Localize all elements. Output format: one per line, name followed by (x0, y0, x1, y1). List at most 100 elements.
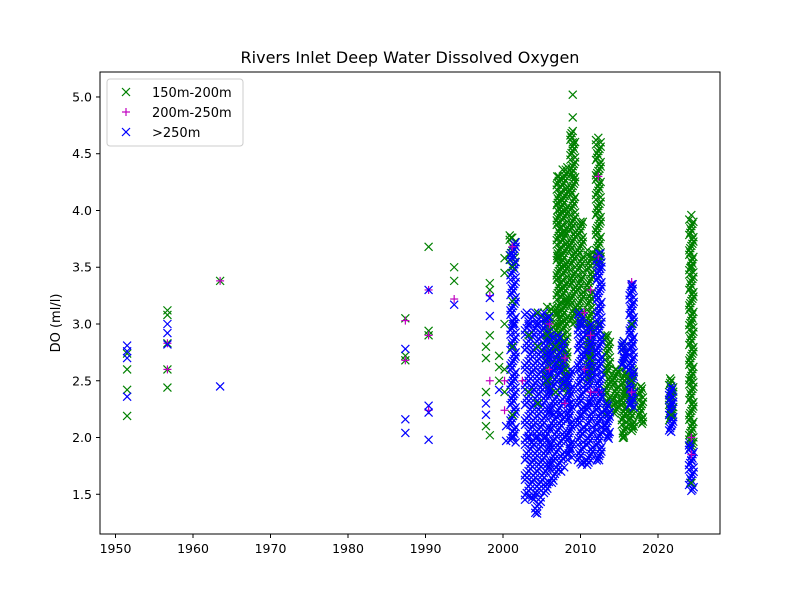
data-point-marker (507, 233, 517, 243)
y-tick-label: 2.0 (72, 430, 92, 445)
cluster-point-marker (563, 435, 573, 445)
cluster-point-marker (529, 440, 538, 450)
cluster-point-marker (506, 306, 515, 315)
cluster-point-marker (619, 411, 629, 421)
cluster-point-marker (511, 332, 521, 342)
data-point-marker (533, 399, 543, 408)
cluster-point-marker (685, 443, 695, 453)
data-point-marker (524, 319, 533, 329)
cluster-point-marker (529, 495, 538, 505)
cluster-point-marker (685, 283, 695, 293)
cluster-point-marker (506, 361, 515, 370)
legend-marker (121, 127, 131, 137)
cluster-point-marker (684, 355, 694, 365)
cluster-point-marker (529, 385, 538, 395)
cluster-point-marker (629, 352, 639, 362)
data-point-marker (481, 387, 491, 397)
y-tick-label: 3.5 (72, 260, 92, 275)
cluster-point-marker (563, 375, 573, 385)
cluster-point-marker (629, 422, 639, 432)
cluster-point-marker (684, 230, 694, 240)
data-point-marker (627, 376, 637, 386)
data-point-marker (508, 319, 518, 329)
data-point-marker (507, 410, 517, 420)
cluster-point-marker (617, 380, 627, 390)
data-point-marker (424, 401, 434, 411)
cluster-point-marker (558, 165, 568, 174)
data-point-marker (576, 217, 585, 227)
cluster-point-marker (568, 201, 578, 211)
data-point-marker (424, 242, 434, 252)
cluster-point-marker (558, 305, 568, 315)
data-point-marker (619, 342, 629, 352)
cluster-point-marker (687, 349, 697, 359)
cluster-point-marker (664, 390, 674, 400)
data-point-marker (548, 455, 558, 465)
cluster-point-marker (592, 228, 602, 237)
cluster-point-marker (687, 314, 697, 323)
data-point-marker (163, 305, 172, 315)
cluster-point-marker (596, 197, 606, 207)
cluster-point-marker (508, 286, 518, 296)
cluster-point-marker (566, 245, 575, 255)
x-tick-label: 1980 (332, 541, 364, 556)
cluster-point-marker (685, 478, 695, 488)
cluster-point-marker (687, 404, 697, 414)
cluster-point-marker (628, 319, 638, 329)
cluster-point-marker (684, 465, 694, 475)
cluster-point-marker (558, 235, 568, 245)
cluster-point-marker (573, 325, 583, 335)
data-point-marker (586, 388, 595, 397)
cluster-point-marker (594, 361, 604, 371)
cluster-point-marker (570, 177, 580, 187)
data-point-marker (552, 251, 562, 261)
cluster-point-marker (567, 452, 577, 462)
data-point-marker (561, 354, 569, 363)
data-point-marker (524, 376, 533, 386)
legend-entry-label: >250m (152, 126, 200, 141)
data-point-marker (449, 300, 459, 310)
cluster-point-marker (687, 424, 697, 433)
data-point-marker (594, 262, 604, 272)
data-point-marker (500, 364, 509, 374)
data-point-marker (542, 330, 552, 340)
cluster-point-marker (684, 320, 694, 330)
series->250m (122, 249, 696, 518)
data-point-marker (686, 262, 696, 272)
cluster-point-marker (597, 282, 606, 292)
data-point-marker (568, 90, 578, 100)
data-point-marker (500, 268, 509, 278)
cluster-point-marker (595, 359, 605, 369)
cluster-point-marker (626, 363, 636, 373)
cluster-point-marker (604, 429, 614, 439)
data-point-marker (619, 387, 629, 397)
data-point-marker (551, 342, 561, 352)
cluster-point-marker (685, 228, 695, 238)
cluster-point-marker (625, 295, 635, 305)
cluster-point-marker (583, 250, 592, 260)
cluster-point-marker (562, 332, 572, 342)
data-point-marker (481, 421, 491, 431)
cluster-point-marker (582, 455, 592, 465)
data-point-marker (481, 353, 491, 363)
legend: 150m-200m 200m-250m >250m (106, 78, 244, 147)
data-point-marker (594, 455, 604, 465)
cluster-point-marker (685, 248, 695, 257)
y-tick-label: 2.5 (72, 373, 92, 388)
cluster-point-marker (565, 391, 575, 401)
cluster-point-marker (566, 424, 576, 434)
cluster-point-marker (591, 155, 601, 165)
cluster-point-marker (574, 228, 584, 238)
cluster-point-marker (602, 423, 612, 433)
data-point-marker (401, 316, 410, 325)
data-point-marker (122, 353, 132, 363)
cluster-point-marker (558, 310, 568, 320)
cluster-point-marker (593, 403, 603, 413)
data-point-marker (619, 433, 629, 442)
data-point-marker (619, 353, 629, 363)
data-point-marker (163, 339, 172, 348)
cluster-point-marker (688, 217, 698, 227)
data-point-marker (686, 376, 696, 386)
data-point-marker (586, 285, 595, 294)
cluster-point-marker (610, 391, 620, 401)
